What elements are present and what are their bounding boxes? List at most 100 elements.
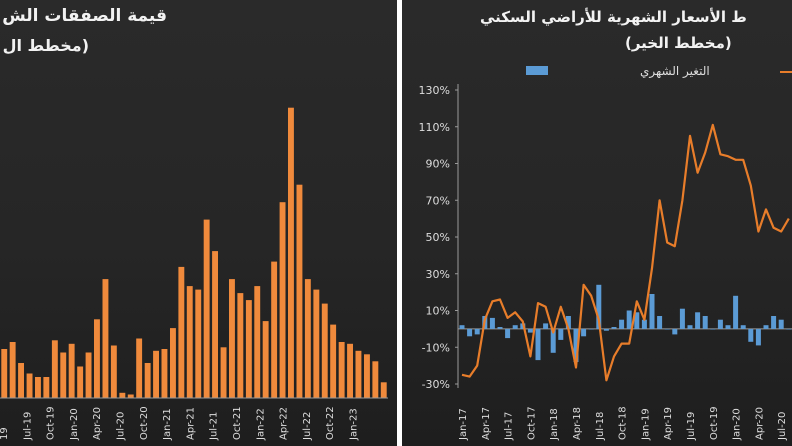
change-bar-21	[619, 319, 625, 329]
bar-35	[296, 184, 303, 398]
bar-38	[321, 303, 328, 398]
change-bar-2	[474, 328, 480, 335]
x-tick-label-12: Jan-20	[732, 408, 743, 441]
change-bar-10	[535, 328, 541, 361]
bar-40	[338, 342, 345, 398]
bar-39	[330, 324, 337, 398]
change-bar-17	[588, 328, 594, 330]
change-bar-34	[717, 319, 723, 329]
legend-swatch-monthly-change	[526, 66, 548, 75]
bar-7	[60, 352, 67, 398]
bar-41	[347, 343, 353, 398]
bar-45	[380, 382, 387, 398]
x-tick-label-3: Jan-20	[69, 408, 80, 441]
bar-22	[186, 286, 193, 398]
right-chart-subtitle: (مخطط الخير)	[625, 34, 732, 52]
bar-15	[127, 394, 134, 398]
change-bar-20	[611, 327, 617, 329]
x-tick-label-4: Apr-20	[92, 407, 103, 440]
price-change-line	[461, 123, 790, 382]
change-bar-30	[687, 325, 693, 329]
x-tick-label-5: Apr-18	[572, 407, 583, 440]
x-tick-label-8: Apr-21	[185, 407, 196, 440]
change-bar-15	[573, 328, 579, 362]
bar-37	[313, 289, 320, 398]
bar-32	[271, 261, 278, 398]
change-bar-43	[786, 328, 792, 330]
x-tick-label-14: Oct-22	[325, 406, 336, 440]
x-tick-label-2: Oct-19	[46, 406, 57, 440]
x-tick-label-11: Jan-22	[255, 408, 266, 441]
x-tick-label-10: Oct-21	[232, 406, 243, 440]
y-tick-label-1: 110%	[419, 121, 450, 134]
bar-43	[364, 354, 370, 398]
bar-36	[304, 279, 311, 398]
left-chart-panel: قيمة الصفقات الش (مخطط ال 19 Jul-19 Oct-19…	[0, 0, 397, 446]
change-bar-0	[459, 325, 465, 329]
bar-26	[220, 347, 227, 398]
bar-25	[212, 251, 218, 398]
change-bar-4	[489, 317, 495, 329]
x-tick-label-0: Jan-17	[458, 408, 469, 441]
y-tick-label-5: 30%	[426, 268, 450, 281]
bar-29	[245, 300, 252, 398]
change-bar-27	[664, 328, 670, 330]
x-tick-label-9: Apr-19	[663, 407, 674, 440]
change-bar-13	[558, 328, 564, 340]
bar-12	[102, 279, 109, 398]
change-bar-9	[527, 328, 533, 333]
bar-24	[203, 219, 210, 398]
bar-17	[144, 363, 151, 398]
left-chart-title: قيمة الصفقات الش	[2, 6, 167, 26]
x-tick-label-6: Jul-18	[595, 412, 606, 441]
change-bar-41	[771, 316, 777, 329]
x-tick-label-9: Jul-21	[209, 412, 220, 441]
change-bar-42	[778, 319, 784, 329]
x-tick-label-3: Oct-17	[526, 406, 537, 440]
change-bar-35	[725, 325, 731, 329]
y-tick-label-4: 50%	[426, 231, 450, 244]
bar-30	[254, 286, 261, 398]
change-bar-29	[679, 308, 685, 329]
bar-16	[136, 338, 143, 398]
change-bar-26	[657, 316, 663, 329]
change-bar-14	[565, 316, 571, 329]
bar-27	[229, 279, 235, 398]
bar-10	[85, 352, 92, 398]
change-bar-40	[763, 325, 769, 329]
change-bar-39	[755, 328, 761, 346]
bar-6	[51, 340, 58, 398]
change-bar-38	[748, 328, 754, 342]
bar-1	[9, 342, 16, 398]
x-tick-label-10: Jul-19	[686, 412, 697, 441]
bar-31	[262, 321, 269, 398]
change-bar-37	[740, 325, 746, 329]
bar-21	[178, 266, 185, 398]
y-tick-label-3: 70%	[426, 194, 450, 207]
x-tick-label-1: Jul-19	[22, 412, 33, 441]
bar-19	[161, 349, 168, 398]
x-tick-label-5: Jul-20	[116, 412, 127, 441]
change-bar-33	[710, 328, 716, 330]
bar-33	[279, 202, 286, 398]
bar-4	[35, 377, 41, 398]
x-tick-label-13: Apr-20	[754, 407, 765, 440]
x-tick-label-7: Jan-21	[162, 408, 173, 441]
bar-28	[237, 293, 244, 398]
bar-9	[77, 366, 84, 398]
x-tick-label-14: Jul-20	[777, 412, 788, 441]
x-tick-label-7: Oct-18	[618, 406, 629, 440]
change-bar-11	[543, 323, 549, 329]
x-tick-label-13: Jul-22	[302, 412, 313, 441]
change-bar-7	[512, 325, 518, 329]
x-tick-label-6: Oct-20	[139, 406, 150, 440]
right-combo-chart: التغير الشهري 130% 110% 90% 70% 50% 30% 10% -10%…	[419, 64, 792, 441]
change-bar-19	[603, 328, 609, 331]
bar-44	[372, 361, 379, 398]
change-bar-12	[550, 328, 556, 353]
y-tick-label-7: -10%	[422, 341, 450, 354]
y-tick-label-8: -30%	[422, 378, 450, 391]
x-tick-label-4: Jan-18	[549, 408, 560, 441]
right-chart-title: ط الأسعار الشهرية للأراضي السكني	[480, 8, 747, 26]
